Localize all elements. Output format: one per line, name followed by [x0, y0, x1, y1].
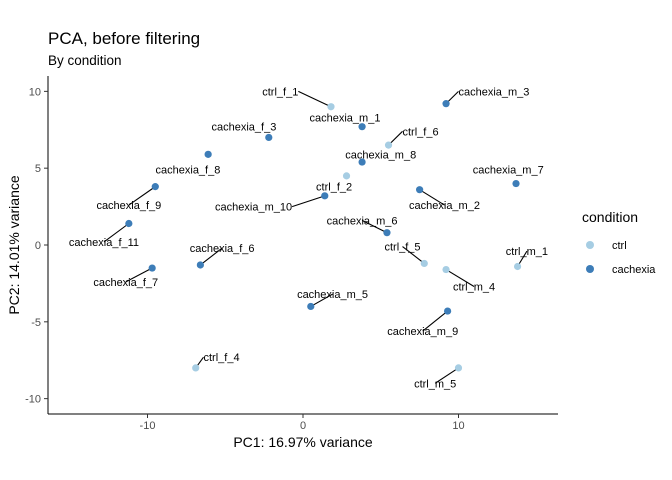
chart-subtitle: By condition — [48, 53, 122, 68]
label-connector — [419, 189, 445, 206]
label-connector — [445, 269, 475, 287]
data-point-cachexia-f-8 — [204, 150, 212, 158]
point-label: cachexia_m_7 — [473, 165, 544, 177]
data-points — [125, 100, 522, 372]
data-point-cachexia-f-9 — [151, 183, 159, 191]
point-label: cachexia_m_8 — [345, 149, 416, 161]
x-tick-label: -10 — [140, 420, 156, 432]
legend-key-cachexia — [586, 265, 594, 273]
point-label: cachexia_m_6 — [327, 215, 398, 227]
point-label: cachexia_m_5 — [297, 289, 368, 301]
point-label: cachexia_f_9 — [96, 200, 161, 212]
label-connectors — [103, 90, 528, 384]
data-point-ctrl-f-5 — [420, 259, 428, 268]
point-label: cachexia_m_1 — [310, 112, 381, 124]
point-label: cachexia_m_10 — [215, 202, 292, 214]
y-tick-label: -5 — [31, 317, 41, 329]
data-point-cachexia-m-1 — [358, 123, 366, 131]
data-point-ctrl-f-2 — [342, 172, 351, 180]
data-point-cachexia-m-9 — [444, 307, 452, 315]
point-label: ctrl_f_6 — [403, 126, 439, 138]
plot-area: ctrl_f_1 cachexia_m_3 cachexia_m_1 ctrl_f_6… — [69, 86, 548, 390]
legend-key-ctrl — [586, 241, 594, 249]
point-label: ctrl_f_4 — [203, 352, 239, 364]
point-label: cachexia_f_8 — [156, 165, 221, 177]
label-connector — [434, 367, 459, 384]
legend-title: condition — [582, 209, 638, 225]
data-point-ctrl-f-6 — [384, 141, 393, 149]
data-point-cachexia-f-3 — [265, 133, 273, 142]
legend-label-ctrl: ctrl — [612, 240, 627, 252]
x-tick-label: 0 — [300, 420, 306, 432]
data-point-ctrl-m-1 — [513, 262, 522, 271]
data-point-ctrl-m-4 — [442, 265, 450, 274]
label-connector — [310, 293, 333, 307]
point-label: cachexia_m_2 — [409, 200, 480, 212]
point-label: cachexia_f_3 — [212, 122, 277, 134]
data-point-ctrl-f-4 — [192, 364, 200, 372]
x-tick-label: 10 — [452, 420, 464, 432]
data-point-ctrl-m-5 — [454, 364, 463, 372]
label-connector — [200, 247, 223, 266]
point-label: ctrl_f_5 — [384, 242, 420, 254]
legend-label-cachexia: cachexia — [612, 264, 656, 276]
data-point-cachexia-f-6 — [196, 261, 204, 269]
label-connector — [125, 267, 153, 283]
legend: condition ctrl cachexia — [582, 209, 656, 276]
y-tick-label: 5 — [35, 163, 41, 175]
y-axis-ticks: -10 -5 0 5 10 — [25, 86, 48, 406]
data-point-cachexia-f-7 — [148, 264, 156, 272]
point-label: cachexia_f_11 — [69, 237, 139, 249]
point-label: cachexia_m_3 — [458, 86, 529, 98]
x-axis-ticks: -10 0 10 — [140, 414, 465, 432]
y-tick-label: 10 — [29, 86, 41, 98]
chart-title: PCA, before filtering — [48, 29, 200, 48]
point-label: ctrl_m_1 — [506, 246, 548, 258]
data-point-ctrl-f-1 — [327, 103, 335, 111]
point-label: cachexia_m_9 — [387, 326, 458, 338]
data-point-cachexia-m-3 — [442, 100, 450, 108]
point-label: ctrl_f_2 — [316, 182, 352, 194]
data-point-cachexia-m-6 — [383, 229, 391, 237]
label-connector — [422, 310, 448, 332]
label-connector — [298, 90, 332, 108]
x-axis-title: PC1: 16.97% variance — [233, 434, 373, 450]
label-connector — [103, 223, 130, 243]
point-label: cachexia_f_6 — [190, 243, 255, 255]
point-label: ctrl_f_1 — [262, 86, 298, 98]
label-connector — [291, 195, 325, 208]
y-tick-label: 0 — [35, 240, 41, 252]
data-point-cachexia-m-5 — [307, 302, 315, 311]
point-label: cachexia_f_7 — [93, 277, 158, 289]
data-point-cachexia-m-2 — [416, 186, 424, 194]
label-connector — [128, 186, 156, 206]
label-connector — [402, 246, 425, 264]
point-label: ctrl_m_5 — [414, 378, 456, 390]
point-labels: ctrl_f_1 cachexia_m_3 cachexia_m_1 ctrl_f_6… — [69, 86, 548, 390]
y-axis-title: PC2: 14.01% variance — [6, 175, 22, 315]
point-label: ctrl_m_4 — [453, 281, 495, 293]
y-tick-label: -10 — [25, 394, 41, 406]
data-point-cachexia-m-10 — [321, 192, 329, 200]
data-point-cachexia-f-11 — [125, 219, 133, 228]
label-connector — [361, 219, 388, 234]
data-point-cachexia-m-7 — [512, 179, 520, 188]
data-point-cachexia-m-8 — [358, 158, 366, 166]
